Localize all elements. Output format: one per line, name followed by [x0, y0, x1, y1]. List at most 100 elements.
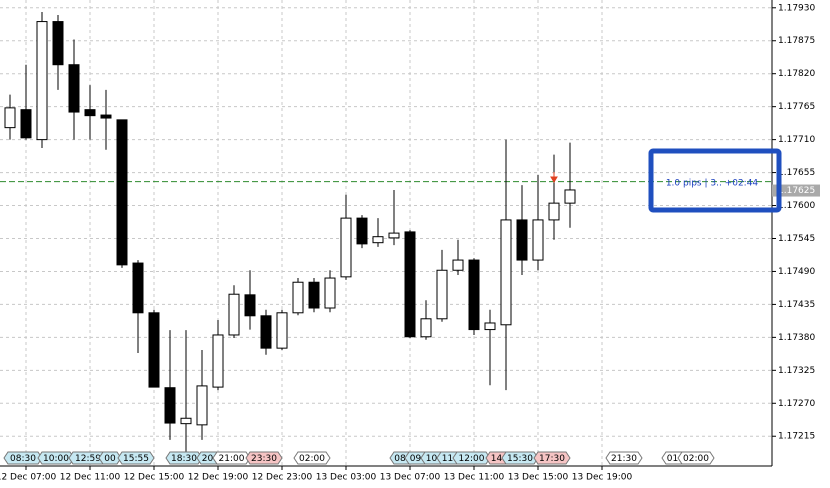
event-marker	[501, 451, 539, 465]
candle-body	[100, 114, 112, 119]
y-tick-label: 1.17325	[778, 366, 815, 376]
x-tick-label: 12 Dec 23:00	[252, 473, 313, 483]
annotation: 1.0 pips | 3.. +02:44	[666, 179, 759, 189]
event-label: 15:30	[507, 454, 533, 464]
event-marker	[677, 451, 715, 465]
candle-body	[212, 334, 224, 388]
candle-body	[532, 219, 544, 261]
y-tick-label: 1.17710	[778, 135, 815, 145]
y-tick-label: 1.17270	[778, 399, 815, 409]
candle-body	[52, 21, 64, 66]
candle-body	[564, 189, 576, 204]
candle-body	[340, 217, 352, 278]
y-tick-label: 1.17765	[778, 102, 815, 112]
candle-body	[516, 219, 528, 261]
bid-label-box	[772, 184, 820, 197]
x-tick-label: 13 Dec 19:00	[572, 473, 633, 483]
event-label: 02:00	[299, 454, 325, 464]
candle-body	[356, 217, 368, 245]
event-label: 08:	[394, 454, 408, 464]
candle-body	[68, 64, 80, 113]
y-tick-label: 1.17545	[778, 234, 815, 244]
event-marker	[533, 451, 571, 465]
x-tick-label: 12 Dec 07:00	[0, 473, 57, 483]
x-tick-label: 13 Dec 15:00	[508, 473, 569, 483]
candle-body	[148, 312, 160, 388]
candle-body	[180, 417, 192, 425]
x-tick-label: 13 Dec 03:00	[316, 473, 377, 483]
candle-body	[260, 315, 272, 349]
candle-body	[196, 385, 208, 426]
candle-body	[228, 293, 240, 336]
candle-body	[452, 259, 464, 271]
event-marker	[452, 451, 491, 465]
event-label: 20:	[202, 454, 216, 464]
event-marker	[605, 451, 643, 465]
event-label: 11:	[442, 454, 456, 464]
candle-body	[36, 21, 48, 141]
bid-label: 1.17625	[778, 186, 815, 196]
event-label: 00	[104, 454, 116, 464]
event-label: 08:30	[10, 454, 36, 464]
event-label: 14:	[491, 454, 505, 464]
candle-body	[372, 236, 384, 244]
y-tick-label: 1.17820	[778, 69, 815, 79]
event-marker	[98, 451, 122, 465]
candle-body	[308, 281, 320, 309]
event-label: 02:00	[683, 454, 709, 464]
event-label: 12:00	[459, 454, 485, 464]
x-tick-label: 12 Dec 11:00	[60, 473, 121, 483]
trade-arrow	[550, 172, 558, 183]
candle-body	[20, 109, 32, 139]
y-tick-label: 1.17380	[778, 333, 815, 343]
candle-body	[292, 281, 304, 314]
event-label: 18:30	[171, 454, 197, 464]
event-label: 12:59	[75, 454, 101, 464]
candle-body	[324, 277, 336, 309]
event-marker	[293, 451, 331, 465]
candle-body	[548, 202, 560, 221]
candle-body	[132, 262, 144, 314]
candle-body	[388, 232, 400, 239]
y-tick-label: 1.17655	[778, 168, 815, 178]
event-marker	[37, 451, 75, 465]
highlight-box	[648, 148, 782, 213]
event-marker	[117, 451, 155, 465]
event-label: 17:30	[539, 454, 565, 464]
y-tick-label: 1.17435	[778, 300, 815, 310]
candle-body	[84, 109, 96, 117]
candle-body	[244, 294, 256, 317]
candle-body	[500, 219, 512, 326]
event-marker	[3, 451, 43, 465]
event-marker	[165, 451, 203, 465]
event-label: 10:00	[43, 454, 69, 464]
x-tick-label: 13 Dec 11:00	[444, 473, 505, 483]
candle-body	[420, 318, 432, 338]
x-tick-label: 12 Dec 19:00	[188, 473, 249, 483]
candle-body	[116, 119, 128, 266]
x-tick-label: 13 Dec 07:00	[380, 473, 441, 483]
candle-body	[4, 107, 16, 129]
y-tick-label: 1.17875	[778, 36, 815, 46]
candle-body	[276, 312, 288, 349]
event-label: 01:	[667, 454, 681, 464]
event-label: 09:	[410, 454, 424, 464]
y-tick-label: 1.17215	[778, 432, 815, 442]
event-label: 23:30	[251, 454, 277, 464]
x-tick-label: 12 Dec 15:00	[124, 473, 185, 483]
candle-body	[164, 387, 176, 424]
candle-body	[436, 269, 448, 320]
y-tick-label: 1.17490	[778, 267, 815, 277]
candle-body	[484, 322, 496, 331]
event-label: 21:30	[611, 454, 637, 464]
event-marker	[212, 451, 251, 465]
candle-body	[404, 231, 416, 338]
event-label: 21:00	[219, 454, 245, 464]
candle-body	[468, 259, 480, 331]
event-label: 10:	[426, 454, 440, 464]
event-label: 15:55	[123, 454, 149, 464]
y-tick-label: 1.17600	[778, 201, 815, 211]
y-tick-label: 1.17930	[778, 3, 815, 13]
event-marker	[245, 451, 283, 465]
